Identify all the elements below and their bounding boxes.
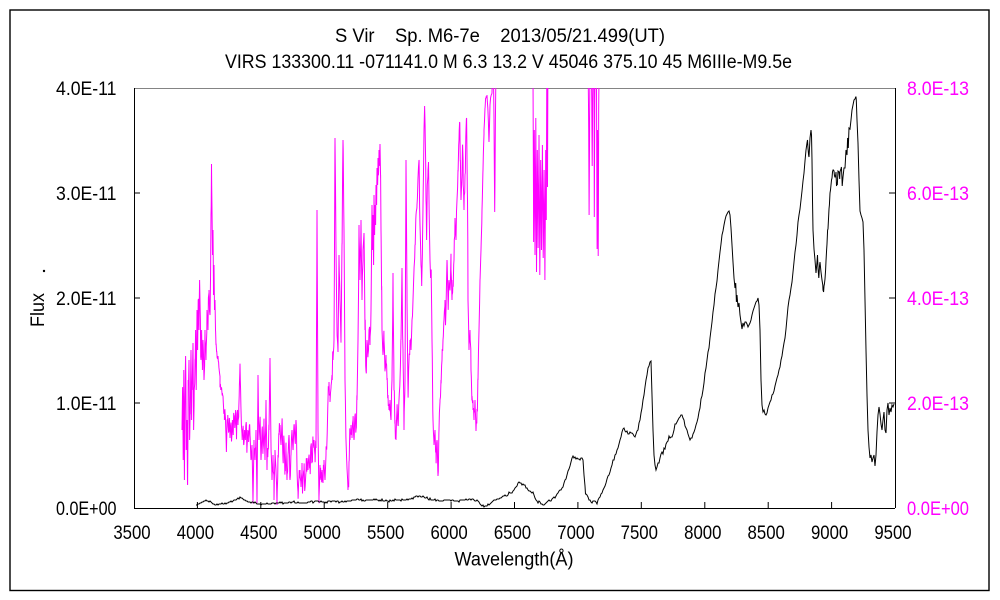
svg-text:1.0E-11: 1.0E-11	[56, 394, 117, 415]
svg-text:4500: 4500	[240, 523, 277, 544]
svg-text:6000: 6000	[430, 523, 467, 544]
svg-text:6.0E-13: 6.0E-13	[907, 184, 969, 205]
svg-text:6500: 6500	[494, 523, 531, 544]
svg-text:8500: 8500	[748, 523, 785, 544]
svg-text:5500: 5500	[367, 523, 404, 544]
svg-text:0.0E+00: 0.0E+00	[56, 499, 117, 520]
svg-text:8000: 8000	[684, 523, 721, 544]
svg-text:7000: 7000	[557, 523, 594, 544]
svg-text:0.0E+00: 0.0E+00	[907, 499, 969, 520]
svg-text:9500: 9500	[874, 523, 911, 544]
svg-text:4.0E-13: 4.0E-13	[907, 289, 969, 310]
svg-text:3500: 3500	[113, 523, 150, 544]
svg-text:Flux: Flux	[28, 293, 49, 327]
svg-text:8.0E-13: 8.0E-13	[907, 79, 969, 100]
svg-text:Wavelength(Å): Wavelength(Å)	[455, 550, 574, 571]
svg-text:4000: 4000	[177, 523, 214, 544]
svg-text:9000: 9000	[811, 523, 848, 544]
svg-text:5000: 5000	[304, 523, 341, 544]
svg-text:7500: 7500	[621, 523, 658, 544]
svg-text:VIRS 133300.11 -071141.0 M 6.3: VIRS 133300.11 -071141.0 M 6.3 13.2 V 45…	[225, 52, 792, 73]
svg-text:2.0E-13: 2.0E-13	[907, 394, 969, 415]
svg-text:4.0E-11: 4.0E-11	[56, 79, 117, 100]
svg-text:2.0E-11: 2.0E-11	[56, 289, 117, 310]
svg-text:S Vir Sp. M6-7e 2013/05/: S Vir Sp. M6-7e 2013/05/21.499(UT)	[335, 26, 665, 47]
svg-text:3.0E-11: 3.0E-11	[56, 184, 117, 205]
